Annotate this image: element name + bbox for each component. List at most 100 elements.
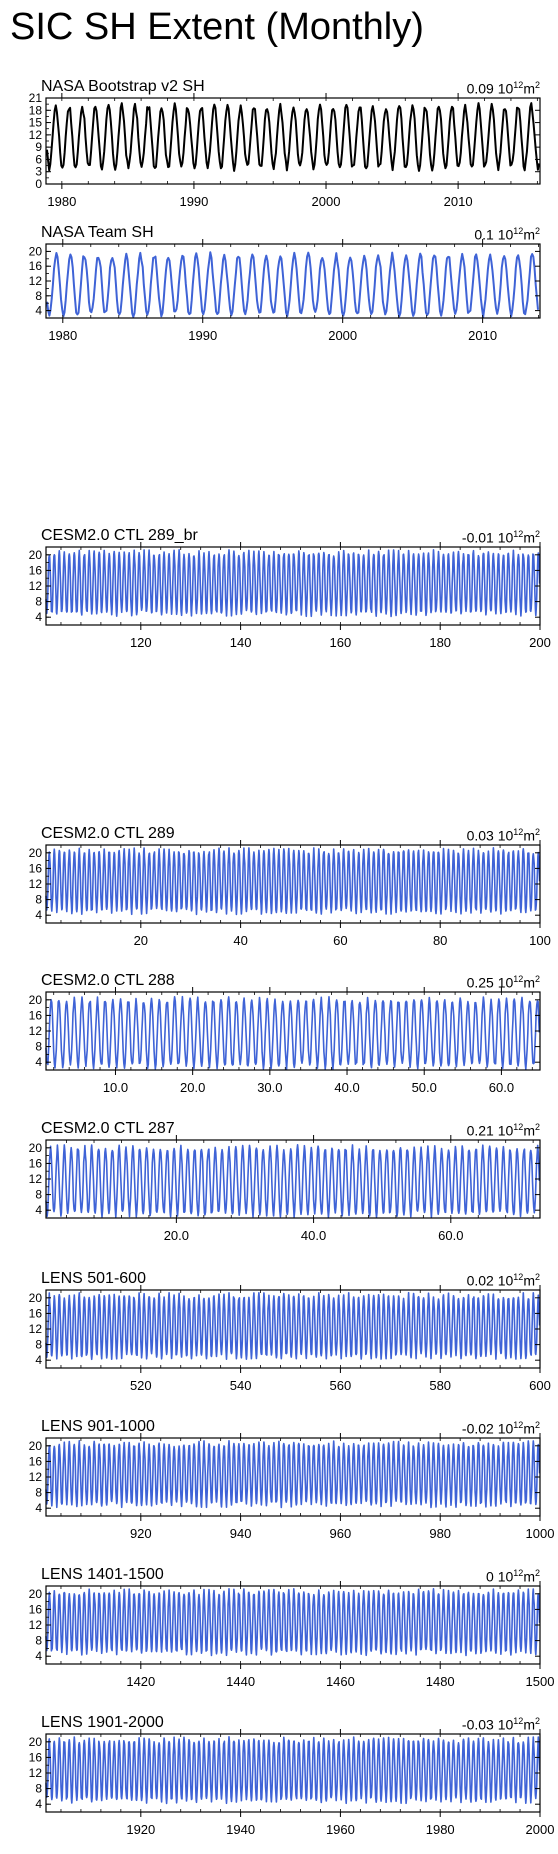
x-tick-label: 60 — [333, 933, 347, 948]
y-tick-label: 4 — [35, 304, 42, 318]
y-tick-label: 4 — [35, 1797, 42, 1811]
x-tick-label: 20.0 — [164, 1228, 189, 1243]
trend-unit-exp: 12 — [513, 1568, 524, 1578]
trend-unit-base: 10 — [497, 529, 514, 546]
x-tick-label: 30.0 — [257, 1080, 282, 1095]
y-tick-label: 8 — [35, 289, 42, 303]
y-tick-label: 20 — [29, 1735, 43, 1749]
y-tick-label: 12 — [29, 128, 43, 142]
x-tick-label: 2010 — [468, 328, 497, 343]
trend-unit-m-exp: 2 — [534, 80, 540, 90]
trend-value: 0.02 — [466, 1272, 494, 1289]
trend-unit-exp: 12 — [513, 529, 524, 539]
trend-value: -0.01 — [461, 529, 494, 546]
series-line — [45, 995, 541, 1070]
x-tick-label: 1500 — [526, 1674, 555, 1689]
trend-unit-m: m — [523, 80, 535, 97]
y-tick-label: 12 — [29, 877, 43, 891]
y-tick-label: 12 — [29, 274, 43, 288]
y-tick-label: 12 — [29, 579, 43, 593]
trend-unit-base: 10 — [497, 1122, 514, 1139]
series-line — [45, 1291, 541, 1361]
trend-label: 0 1012m2 — [486, 1568, 540, 1585]
trend-unit-m-exp: 2 — [534, 974, 540, 984]
trend-label: 0.03 1012m2 — [467, 827, 540, 844]
x-tick-label: 2000 — [526, 1822, 555, 1837]
series-line — [45, 1440, 541, 1509]
trend-label: -0.01 1012m2 — [462, 529, 540, 546]
x-tick-label: 960 — [330, 1526, 352, 1541]
trend-label: 0.1 1012m2 — [474, 226, 540, 243]
x-tick-label: 540 — [230, 1378, 252, 1393]
y-tick-label: 4 — [35, 908, 42, 922]
y-tick-label: 8 — [35, 1040, 42, 1054]
y-tick-label: 16 — [29, 1454, 43, 1468]
panel-cesm-287: CESM2.0 CTL 287 0.21 1012m2 4 8 12 16 20 20.0 40… — [0, 1120, 558, 1250]
trend-unit-m-exp: 2 — [534, 1122, 540, 1132]
panel-title: NASA Team SH — [41, 224, 154, 241]
series-line — [45, 1588, 541, 1657]
panel-lens-501: LENS 501-600 0.02 1012m2 4 8 12 16 20 520 540 560… — [0, 1270, 558, 1400]
y-tick-label: 12 — [29, 1172, 43, 1186]
trend-unit-m: m — [523, 529, 535, 546]
y-tick-label: 16 — [29, 259, 43, 273]
y-tick-label: 8 — [35, 1486, 42, 1500]
trend-unit-exp: 12 — [513, 80, 524, 90]
x-tick-label: 1480 — [426, 1674, 455, 1689]
trend-value: 0.03 — [466, 827, 494, 844]
y-tick-label: 8 — [35, 893, 42, 907]
trend-unit-m-exp: 2 — [534, 827, 540, 837]
trend-unit-base: 10 — [497, 974, 514, 991]
y-tick-label: 20 — [29, 1141, 43, 1155]
trend-unit-m-exp: 2 — [534, 1272, 540, 1282]
trend-value: 0.25 — [466, 974, 494, 991]
trend-unit-exp: 12 — [513, 1122, 524, 1132]
y-tick-label: 16 — [29, 563, 43, 577]
y-tick-label: 6 — [35, 152, 42, 166]
trend-label: 0.02 1012m2 — [467, 1272, 540, 1289]
y-tick-label: 16 — [29, 1156, 43, 1170]
y-tick-label: 20 — [29, 244, 43, 258]
panel-title: CESM2.0 CTL 287 — [41, 1120, 175, 1137]
series-line — [46, 102, 540, 172]
x-tick-label: 1440 — [226, 1674, 255, 1689]
trend-unit-m: m — [523, 974, 535, 991]
panel-nasa-bootstrap: NASA Bootstrap v2 SH 0.09 1012m2 0 3 6 9 12 15 1… — [0, 78, 558, 216]
y-tick-label: 8 — [35, 1338, 42, 1352]
x-tick-label: 1000 — [526, 1526, 555, 1541]
y-tick-label: 20 — [29, 846, 43, 860]
trend-label: 0.21 1012m2 — [467, 1122, 540, 1139]
x-tick-label: 40.0 — [334, 1080, 359, 1095]
trend-value: -0.02 — [461, 1420, 494, 1437]
x-tick-label: 1920 — [126, 1822, 155, 1837]
series-line — [45, 1144, 541, 1218]
y-tick-label: 8 — [35, 1782, 42, 1796]
y-tick-label: 12 — [29, 1322, 43, 1336]
x-tick-label: 1990 — [188, 328, 217, 343]
x-tick-label: 60.0 — [489, 1080, 514, 1095]
x-tick-label: 180 — [429, 635, 451, 650]
trend-unit-m: m — [523, 1122, 535, 1139]
panel-lens-901: LENS 901-1000 -0.02 1012m2 4 8 12 16 20 920 940 9… — [0, 1418, 558, 1548]
x-tick-label: 1940 — [226, 1822, 255, 1837]
x-tick-label: 1460 — [326, 1674, 355, 1689]
y-tick-label: 4 — [35, 1055, 42, 1069]
x-tick-label: 60.0 — [438, 1228, 463, 1243]
y-tick-label: 18 — [29, 103, 43, 117]
y-tick-label: 16 — [29, 1602, 43, 1616]
x-tick-label: 20.0 — [180, 1080, 205, 1095]
y-tick-label: 20 — [29, 548, 43, 562]
x-tick-label: 50.0 — [412, 1080, 437, 1095]
x-tick-label: 580 — [429, 1378, 451, 1393]
panel-title: LENS 901-1000 — [41, 1418, 155, 1435]
x-tick-label: 40.0 — [301, 1228, 326, 1243]
trend-unit-m: m — [523, 827, 535, 844]
trend-unit-m-exp: 2 — [534, 529, 540, 539]
trend-label: 0.09 1012m2 — [467, 80, 540, 97]
